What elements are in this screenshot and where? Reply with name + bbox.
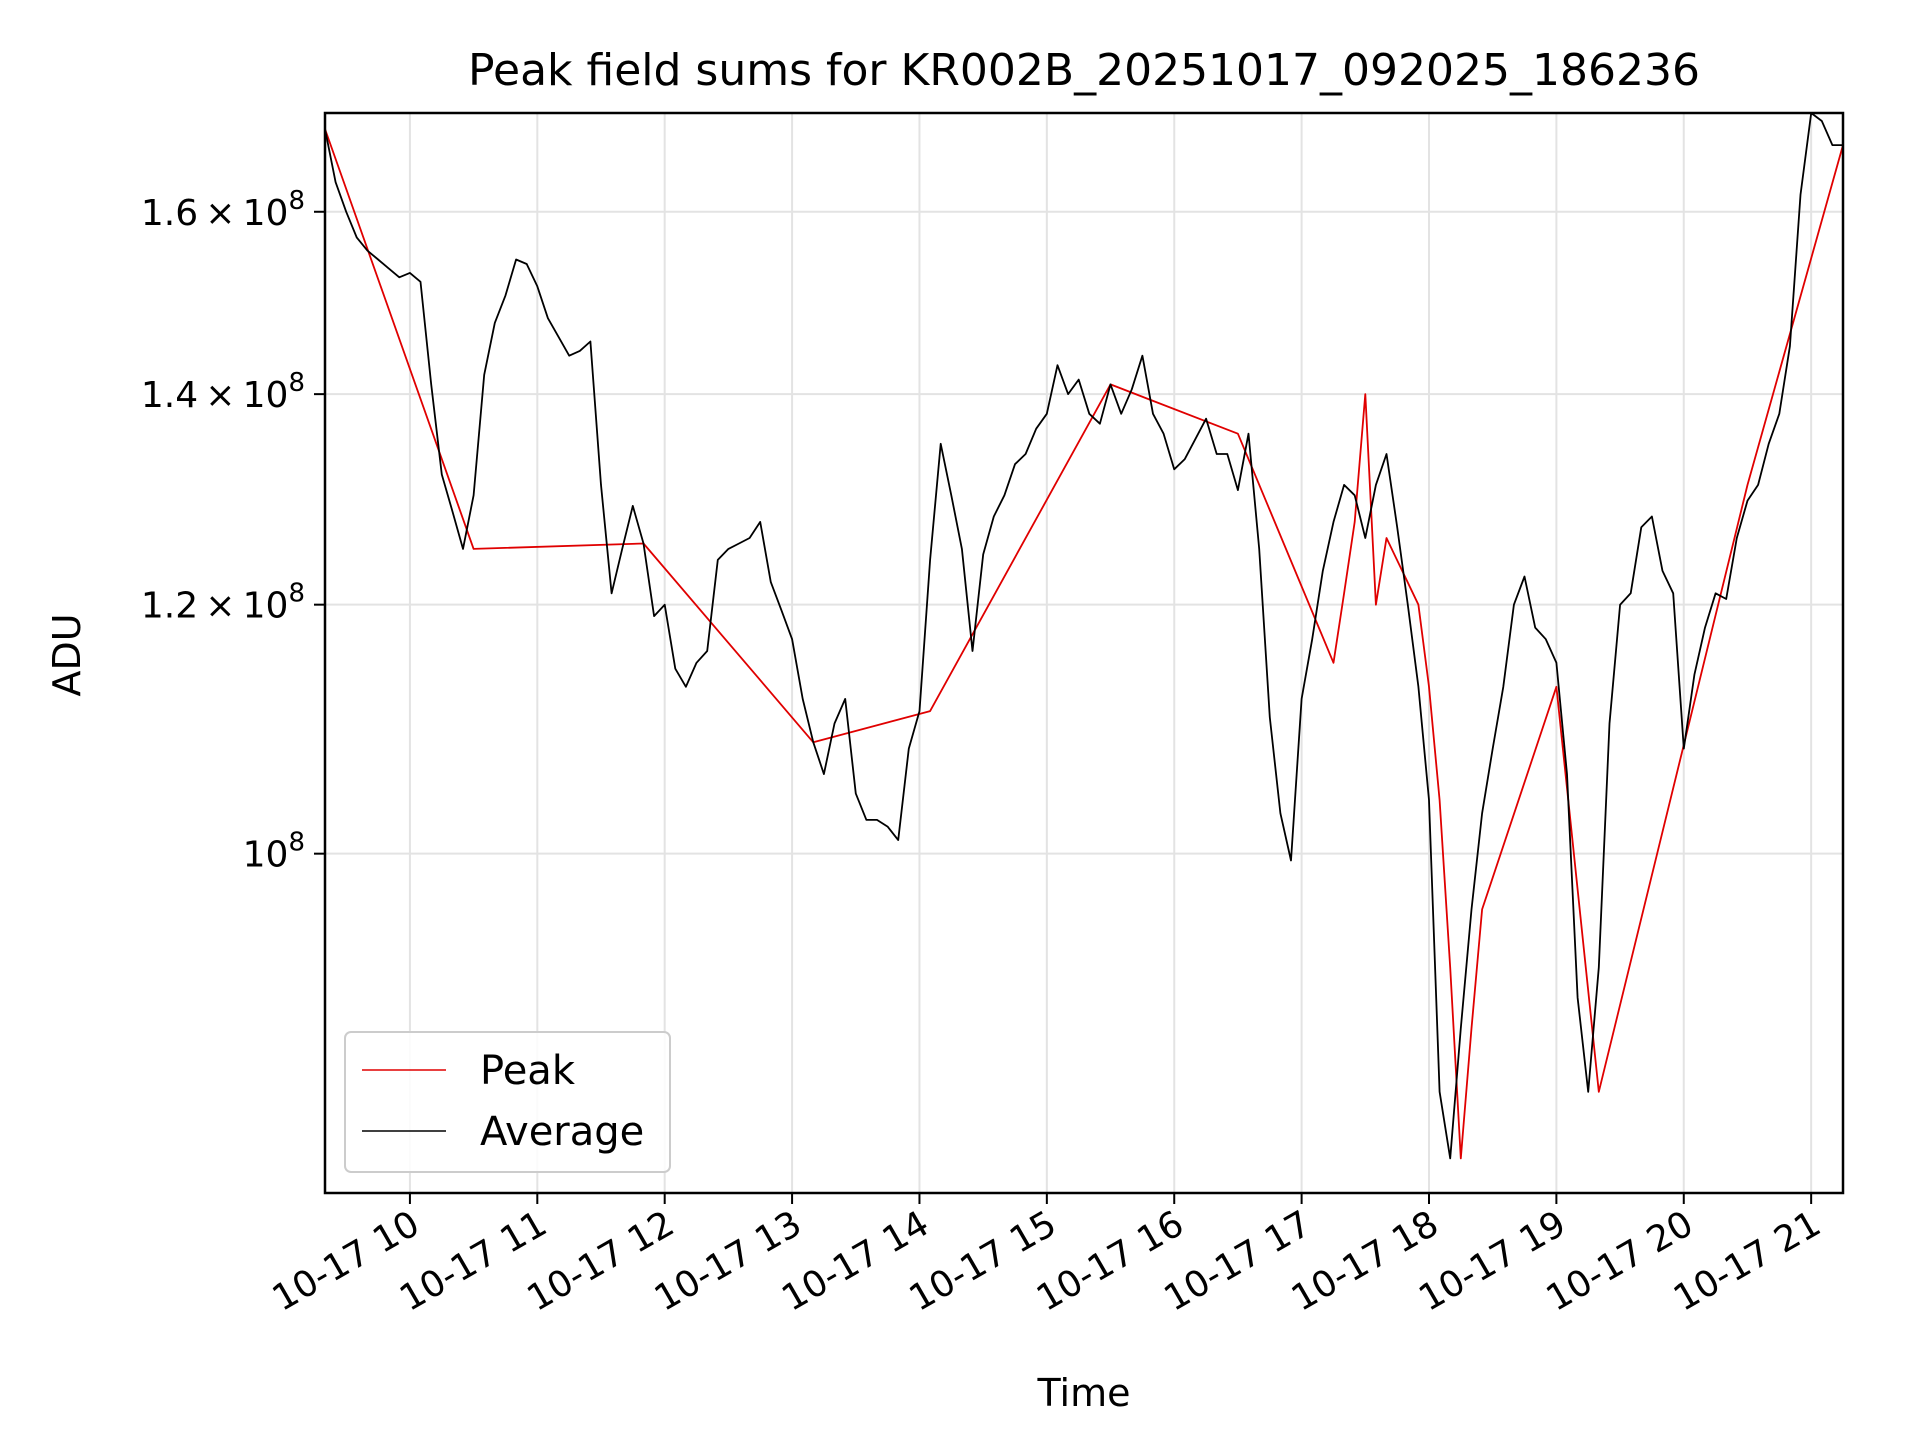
series-line-peak <box>324 128 1844 1160</box>
x-tick-label: 10-17 18 <box>1285 1203 1446 1319</box>
legend: Peak Average <box>344 1031 671 1173</box>
x-tick-label: 10-17 12 <box>521 1203 682 1319</box>
y-tick-label: 1.4 × 108 <box>141 368 305 416</box>
legend-box <box>344 1031 671 1173</box>
legend-label-average: Average <box>480 1109 644 1155</box>
x-tick-label: 10-17 19 <box>1412 1203 1573 1319</box>
x-axis-label: Time <box>1037 1371 1131 1415</box>
x-tick-label: 10-17 14 <box>775 1203 936 1319</box>
plot-area <box>324 112 1844 1160</box>
y-axis: 108 1.2 × 108 1.4 × 108 1.6 × 108 <box>141 186 325 876</box>
x-tick-label: 10-17 11 <box>393 1203 554 1319</box>
x-tick-label: 10-17 16 <box>1030 1203 1191 1319</box>
y-tick-label: 1.6 × 108 <box>141 186 305 234</box>
x-tick-label: 10-17 20 <box>1540 1203 1701 1319</box>
x-tick-label: 10-17 17 <box>1157 1203 1318 1319</box>
chart-title: Peak field sums for KR002B_20251017_0920… <box>468 45 1700 96</box>
x-tick-label: 10-17 13 <box>648 1203 809 1319</box>
x-tick-label: 10-17 21 <box>1667 1203 1828 1319</box>
x-tick-label: 10-17 15 <box>903 1203 1064 1319</box>
axes-frame <box>323 111 1845 1195</box>
series-line-average <box>324 112 1843 1160</box>
grid-lines <box>325 113 1843 1193</box>
y-tick-label: 108 <box>243 828 305 876</box>
y-tick-label: 1.2 × 108 <box>141 579 305 627</box>
y-axis-label: ADU <box>45 613 89 696</box>
legend-label-peak: Peak <box>480 1048 576 1094</box>
x-tick-label: 10-17 10 <box>266 1203 427 1319</box>
